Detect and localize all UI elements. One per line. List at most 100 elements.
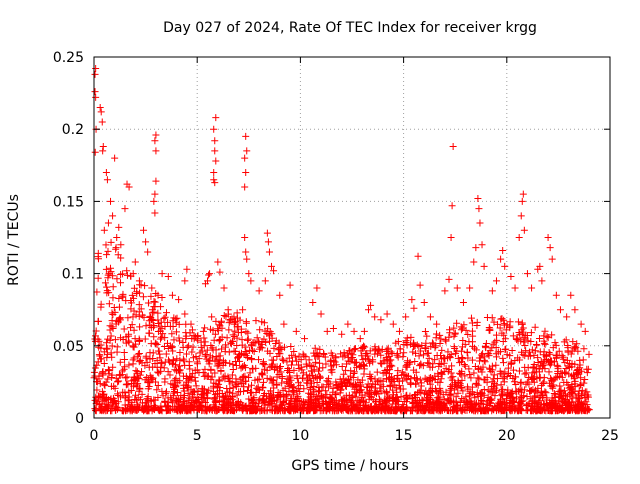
data-point: [500, 316, 508, 324]
data-point: [464, 385, 472, 393]
data-point: [436, 395, 444, 403]
data-point: [310, 375, 318, 383]
data-point: [201, 324, 209, 332]
data-point: [474, 381, 482, 389]
data-point: [216, 268, 224, 276]
data-point: [377, 377, 385, 385]
data-point: [94, 274, 102, 282]
data-point: [438, 355, 446, 363]
data-point: [248, 399, 256, 407]
data-point: [200, 390, 208, 398]
data-point: [457, 370, 465, 378]
data-point: [465, 406, 473, 414]
data-point: [229, 361, 237, 369]
data-point: [268, 391, 276, 399]
data-point: [530, 351, 538, 359]
data-point: [498, 329, 506, 337]
data-point: [448, 202, 456, 210]
data-point: [308, 395, 316, 403]
data-point: [336, 389, 344, 397]
data-point: [577, 406, 585, 414]
data-point: [493, 381, 501, 389]
data-point: [122, 392, 130, 400]
data-point: [520, 392, 528, 400]
data-point: [445, 333, 453, 341]
data-point: [459, 298, 467, 306]
data-point: [558, 394, 566, 402]
data-point: [129, 360, 137, 368]
data-point: [216, 397, 224, 405]
data-point: [426, 380, 434, 388]
data-point: [446, 329, 454, 337]
data-point: [111, 154, 119, 162]
data-point: [401, 405, 409, 413]
data-point: [134, 402, 142, 410]
data-point: [575, 387, 583, 395]
data-point: [173, 355, 181, 363]
data-point: [104, 335, 112, 343]
data-point: [372, 346, 380, 354]
data-point: [250, 348, 258, 356]
data-point: [367, 402, 375, 410]
data-point: [333, 380, 341, 388]
data-point: [136, 323, 144, 331]
data-point: [272, 337, 280, 345]
data-point: [183, 343, 191, 351]
data-point: [283, 358, 291, 366]
data-point: [109, 324, 117, 332]
data-point: [452, 401, 460, 409]
data-point: [222, 341, 230, 349]
data-point: [450, 324, 458, 332]
data-point: [518, 197, 526, 205]
data-point: [157, 363, 165, 371]
data-point: [529, 376, 537, 384]
data-point: [341, 378, 349, 386]
data-point: [168, 330, 176, 338]
data-point: [95, 351, 103, 359]
data-point: [256, 326, 264, 334]
data-point: [546, 399, 554, 407]
data-point: [280, 320, 288, 328]
data-point: [424, 349, 432, 357]
data-point: [516, 393, 524, 401]
data-point: [186, 365, 194, 373]
data-point: [295, 361, 303, 369]
data-point: [577, 374, 585, 382]
data-point: [521, 370, 529, 378]
data-point: [225, 326, 233, 334]
data-point: [242, 328, 250, 336]
data-point: [494, 320, 502, 328]
data-point: [327, 349, 335, 357]
data-point: [479, 350, 487, 358]
data-point: [114, 390, 122, 398]
data-point: [128, 321, 136, 329]
data-point: [216, 352, 224, 360]
data-point: [387, 361, 395, 369]
y-tick-label: 0.05: [53, 339, 84, 355]
data-point: [104, 219, 112, 227]
data-point: [339, 353, 347, 361]
data-point: [459, 355, 467, 363]
data-point: [142, 238, 150, 246]
data-point: [179, 405, 187, 413]
data-point: [242, 248, 250, 256]
data-point: [446, 386, 454, 394]
data-point: [216, 336, 224, 344]
data-point: [147, 292, 155, 300]
data-point: [408, 296, 416, 304]
data-point: [520, 335, 528, 343]
data-point: [426, 313, 434, 321]
data-point: [384, 350, 392, 358]
data-point: [482, 340, 490, 348]
data-point: [113, 348, 121, 356]
data-point: [152, 131, 160, 139]
data-point: [151, 209, 159, 217]
data-point: [300, 352, 308, 360]
data-point: [531, 392, 539, 400]
data-point: [162, 309, 170, 317]
data-point: [367, 301, 375, 309]
data-point: [117, 254, 125, 262]
data-point: [151, 190, 159, 198]
data-point: [224, 306, 232, 314]
data-point: [215, 337, 223, 345]
